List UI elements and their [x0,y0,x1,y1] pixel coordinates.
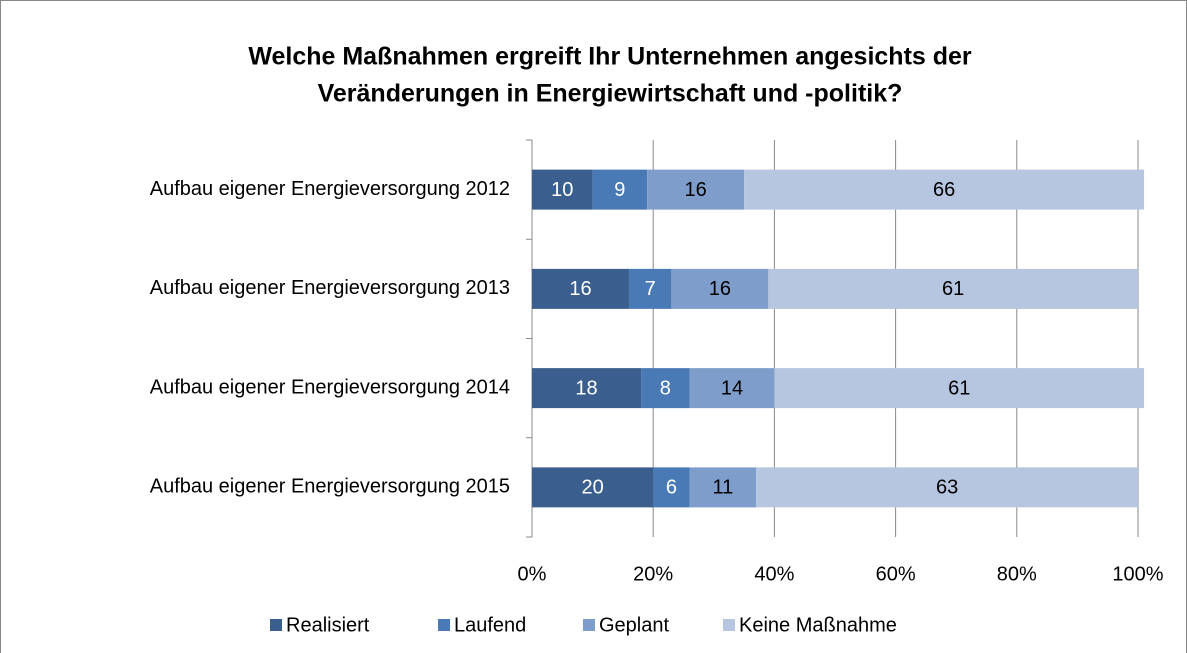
bar-segment [647,169,745,210]
data-label: 66 [933,179,955,201]
bar-segment [768,268,1138,309]
bar-segment [532,467,654,508]
legend-swatch [270,619,282,631]
data-label: 14 [721,377,743,399]
data-label: 61 [948,377,970,399]
legend-label: Keine Maßnahme [739,614,897,636]
bar-segment [689,467,757,508]
bar-segment [641,368,690,409]
data-label: 9 [614,179,625,201]
legend-label: Realisiert [286,614,370,636]
data-label: 11 [713,477,734,499]
x-tick-label: 40% [754,563,794,585]
x-tick-label: 60% [876,563,916,585]
x-tick-label: 80% [997,563,1037,585]
bar-segment [671,268,769,309]
legend-label: Laufend [454,614,526,636]
bar-segment [756,467,1138,508]
x-tick-label: 100% [1112,563,1163,585]
bar-segment [532,268,629,309]
data-label: 6 [666,477,677,499]
bar-segment [689,368,775,409]
y-tick-label: Aufbau eigener Energieversorgung 2013 [150,277,510,299]
bar-segment [592,169,648,210]
y-tick-label: Aufbau eigener Energieversorgung 2012 [150,178,510,200]
data-label: 16 [684,179,706,201]
data-label: 20 [581,477,603,499]
bar-segment [628,268,672,309]
data-label: 8 [660,377,671,399]
data-label: 10 [551,179,573,201]
data-label: 18 [575,377,597,399]
bar-segment [532,169,593,210]
data-label: 16 [569,278,591,300]
x-tick-label: 0% [518,563,547,585]
chart-title: Veränderungen in Energiewirtschaft und -… [318,80,903,108]
legend-swatch [723,619,735,631]
y-tick-label: Aufbau eigener Energieversorgung 2014 [150,376,510,398]
bar-segment [774,368,1145,409]
data-label: 61 [942,278,964,300]
bar-segment [653,467,690,508]
x-tick-label: 20% [633,563,673,585]
legend-swatch [438,619,450,631]
y-tick-label: Aufbau eigener Energieversorgung 2015 [150,476,510,498]
bar-segment [532,368,642,409]
legend-label: Geplant [599,614,669,636]
bar-segment [744,169,1145,210]
data-label: 63 [936,477,958,499]
data-label: 16 [709,278,731,300]
chart-title: Welche Maßnahmen ergreift Ihr Unternehme… [248,43,972,71]
legend-swatch [583,619,595,631]
data-label: 7 [645,278,656,300]
